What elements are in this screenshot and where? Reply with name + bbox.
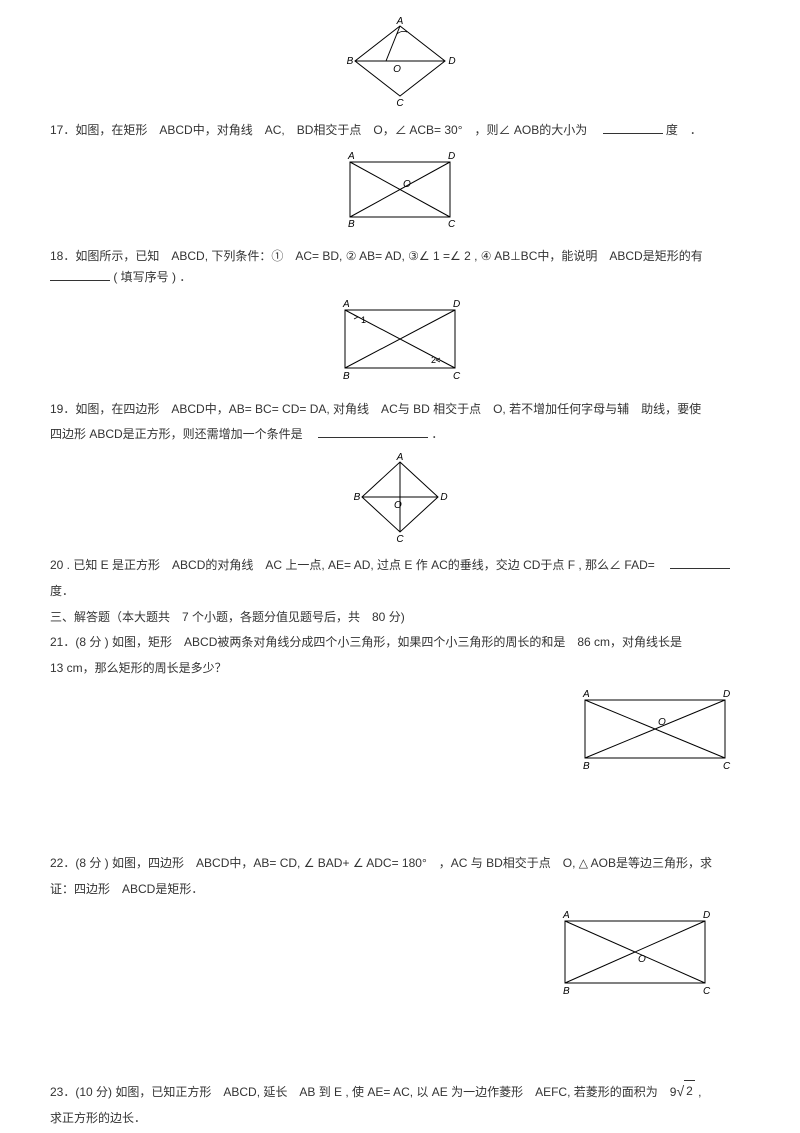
q20-blank [670,555,730,569]
q18-diagram: A D B C 1 2 [50,295,750,393]
q20-text: 20 . 已知 E 是正方形 ABCD的对角线 AC 上一点, AE= AD, … [50,555,750,577]
q22-diagram: A D B C O [50,906,750,1009]
svg-text:C: C [396,98,404,106]
svg-text:A: A [562,910,570,921]
svg-text:B: B [343,371,350,382]
q19-post: ． [431,427,443,441]
q19-line1: 19．如图，在四边形 ABCD中，AB= BC= CD= DA, 对角线 AC与… [50,399,750,421]
q21-line2: 13 cm，那么矩形的周长是多少？ [50,658,750,680]
svg-text:D: D [723,689,730,700]
svg-text:O: O [403,179,411,190]
svg-text:O: O [393,64,401,75]
q16-diagram: A B C D O [50,16,750,114]
q17-post: 度 ． [666,123,702,137]
q23-text: 23．(10 分) 如图，已知正方形 ABCD, 延长 AB 到 E , 使 A… [50,1079,750,1104]
q17-text: 17．如图，在矩形 ABCD中，对角线 AC, BD相交于点 O，∠ ACB= … [50,120,750,142]
svg-text:C: C [448,219,456,230]
q21-line1: 21．(8 分 ) 如图，矩形 ABCD被两条对角线分成四个小三角形，如果四个小… [50,632,750,654]
q19-blank [318,424,428,438]
svg-text:C: C [396,534,404,542]
svg-text:C: C [703,986,711,997]
svg-text:B: B [347,56,354,67]
q17-blank [603,120,663,134]
svg-text:B: B [583,761,590,772]
svg-text:D: D [703,910,710,921]
q18-post: ( 填写序号 ) ． [113,270,191,284]
svg-text:D: D [448,151,455,162]
svg-text:B: B [354,492,361,503]
q21-diagram: A D B C O [50,685,750,783]
svg-text:D: D [440,492,447,503]
q17-diagram: A D B C O [50,147,750,240]
svg-text:A: A [396,452,404,463]
svg-text:D: D [453,299,460,310]
q23-pre: 23．(10 分) 如图，已知正方形 ABCD, 延长 AB 到 E , 使 A… [50,1085,676,1099]
q20-pre: 20 . 已知 E 是正方形 ABCD的对角线 AC 上一点, AE= AD, … [50,558,667,572]
q20-post: 度． [50,581,750,603]
svg-text:A: A [396,16,404,27]
svg-text:B: B [563,986,570,997]
sqrt-arg: 2 [684,1080,695,1103]
sqrt-expr: √2 [676,1079,694,1104]
q19-line2: 四边形 ABCD是正方形，则还需增加一个条件是 ． [50,424,750,446]
q22-line2: 证：四边形 ABCD是矩形． [50,879,750,901]
q19-diagram: A B C D O [50,452,750,550]
svg-text:1: 1 [361,315,366,325]
section3-title: 三、解答题（本大题共 7 个小题，各题分值见题号后，共 80 分) [50,607,750,629]
svg-text:C: C [723,761,731,772]
q23-post: , [695,1085,702,1099]
q22-line1: 22．(8 分 ) 如图，四边形 ABCD中，AB= CD, ∠ BAD+ ∠ … [50,853,750,875]
svg-text:O: O [638,954,646,965]
svg-text:D: D [448,56,455,67]
q23-line2: 求正方形的边长． [50,1108,750,1130]
q18-blank [50,267,110,281]
q18-pre: 18．如图所示，已知 ABCD, 下列条件：① AC= BD, ② AB= AD… [50,249,715,263]
svg-text:O: O [394,500,402,511]
svg-text:A: A [342,299,350,310]
q19-pre: 四边形 ABCD是正方形，则还需增加一个条件是 [50,427,315,441]
sqrt-sign: √ [676,1079,684,1104]
svg-text:O: O [658,717,666,728]
svg-text:A: A [347,151,355,162]
svg-text:B: B [348,219,355,230]
svg-text:C: C [453,371,461,382]
svg-text:A: A [582,689,590,700]
q18-text: 18．如图所示，已知 ABCD, 下列条件：① AC= BD, ② AB= AD… [50,246,750,289]
q17-pre: 17．如图，在矩形 ABCD中，对角线 AC, BD相交于点 O，∠ ACB= … [50,123,599,137]
